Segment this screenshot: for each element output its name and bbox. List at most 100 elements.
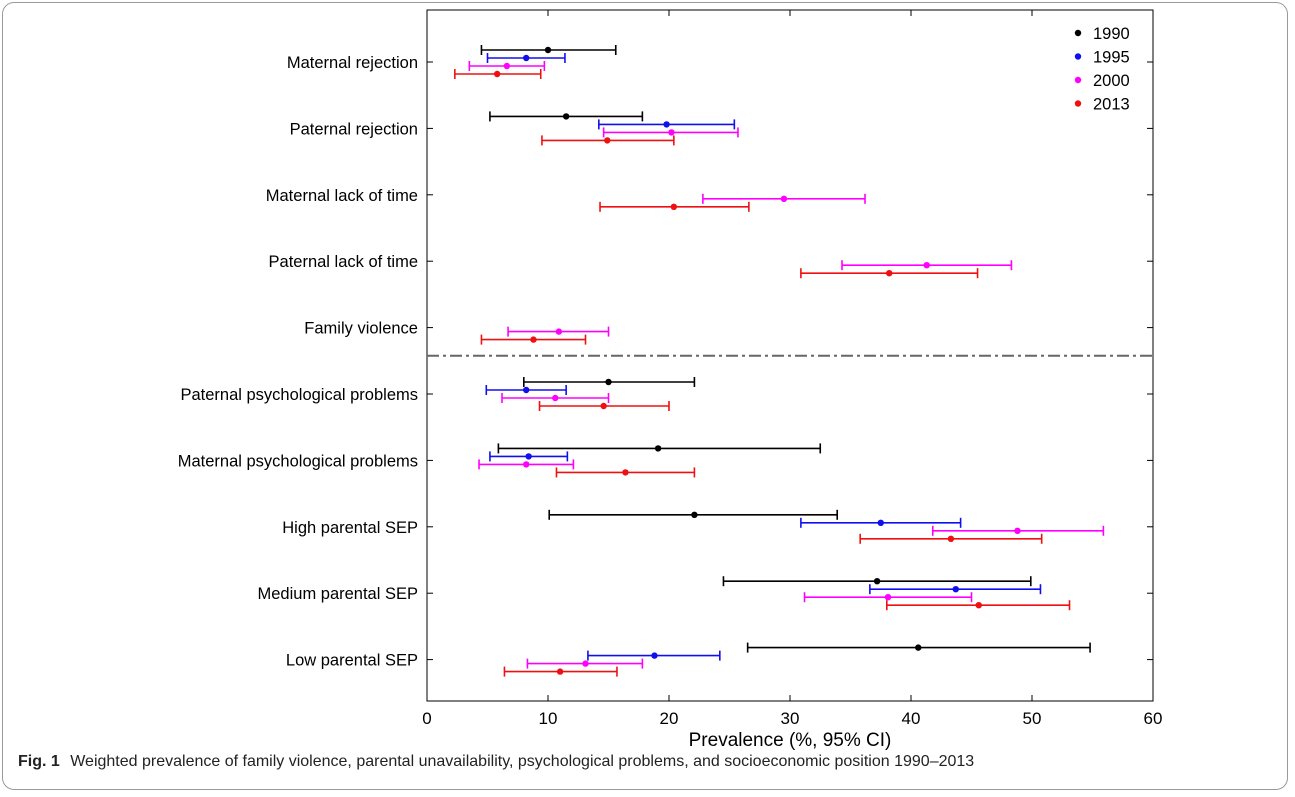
- estimate-dot: [552, 394, 559, 402]
- plot-decorations: Maternal rejection Paternal rejection Mate…: [178, 10, 1163, 728]
- series-2000-point: [526, 658, 644, 669]
- series-1990-point: [480, 45, 617, 55]
- series-2000-point: [501, 393, 610, 403]
- estimate-dot: [886, 270, 893, 277]
- series-1995-point: [486, 53, 566, 63]
- legend-marker-1995: [1074, 53, 1082, 60]
- legend-marker-2013: [1074, 100, 1082, 107]
- caption-text: Weighted prevalence of family violence, …: [70, 753, 975, 770]
- series-1995-point: [587, 650, 721, 661]
- y-tick-label-high-parental-sep: High parental SEP: [282, 519, 418, 537]
- estimate-dot: [530, 336, 537, 343]
- estimate-dot: [503, 62, 511, 70]
- series-1990-point: [746, 642, 1091, 653]
- caption-label: Fig. 1: [18, 753, 60, 770]
- estimate-dot: [582, 660, 589, 667]
- x-tick-label: 50: [1023, 709, 1042, 728]
- estimate-dot: [884, 594, 892, 601]
- legend: 1990 1995 2000 2013: [1074, 25, 1130, 114]
- y-tick-label-maternal-psychological-problems: Maternal psychological problems: [178, 452, 418, 470]
- estimate-dot: [873, 578, 881, 585]
- series-2013-point: [503, 666, 618, 677]
- legend-label-2000: 2000: [1093, 72, 1130, 90]
- estimate-dot: [923, 262, 930, 269]
- series-2000-point: [478, 459, 575, 470]
- estimate-dot: [668, 129, 675, 136]
- x-tick-label: 0: [422, 709, 431, 728]
- legend-label-2013: 2013: [1093, 96, 1130, 114]
- estimate-dot: [493, 70, 501, 78]
- estimate-dot: [523, 386, 530, 394]
- y-tick-label-low-parental-sep: Low parental SEP: [286, 652, 418, 670]
- series-2013-point: [599, 201, 750, 212]
- y-tick-label-medium-parental-sep: Medium parental SEP: [258, 585, 419, 603]
- series-1995-point: [485, 385, 567, 395]
- series-2013-point: [480, 334, 587, 345]
- series-2013-point: [800, 268, 979, 279]
- series-2000-point: [602, 127, 739, 138]
- series-1995-point: [869, 584, 1042, 595]
- estimate-dot: [654, 445, 662, 452]
- series-2013-point: [541, 135, 675, 146]
- estimate-dot: [600, 402, 607, 410]
- y-tick-label-paternal-lack-of-time: Paternal lack of time: [269, 253, 418, 271]
- series-2000-point: [931, 525, 1105, 536]
- forest-plot: Maternal rejection Paternal rejection Mate…: [178, 9, 1163, 750]
- estimate-dot: [947, 535, 955, 542]
- estimate-dot: [556, 668, 564, 675]
- estimate-dot: [670, 203, 678, 210]
- series-2013-point: [859, 533, 1043, 544]
- series-2013-point: [538, 401, 670, 411]
- legend-label-1990: 1990: [1093, 25, 1130, 43]
- x-tick-label: 60: [1144, 709, 1163, 728]
- series-2000-point: [702, 193, 866, 204]
- series-2013-point: [454, 69, 542, 79]
- series-1990-point: [722, 576, 1032, 587]
- series-2000-point: [468, 61, 546, 71]
- y-tick-label-paternal-psychological-problems: Paternal psychological problems: [180, 386, 418, 404]
- legend-label-1995: 1995: [1093, 49, 1130, 67]
- estimate-dot: [604, 137, 611, 144]
- series-1990-point: [497, 443, 822, 454]
- estimate-dot: [523, 54, 530, 62]
- estimate-dot: [877, 519, 884, 526]
- series-2013-point: [885, 600, 1071, 611]
- y-tick-label-paternal-rejection: Paternal rejection: [290, 120, 418, 138]
- series-1995-point: [489, 451, 569, 462]
- estimate-dot: [651, 652, 658, 659]
- series-2013-point: [555, 467, 696, 478]
- x-tick-label: 20: [660, 709, 679, 728]
- estimate-dot: [975, 602, 982, 609]
- estimate-dot: [663, 121, 670, 128]
- estimate-dot: [544, 46, 552, 54]
- estimate-dot: [525, 453, 532, 460]
- estimate-dot: [915, 644, 922, 651]
- x-axis-label: Prevalence (%, 95% CI): [689, 730, 892, 750]
- estimate-dot: [622, 469, 629, 476]
- series-1990-point: [489, 111, 644, 122]
- estimate-dot: [562, 113, 570, 120]
- series-2000-point: [803, 592, 973, 603]
- estimate-dot: [523, 461, 530, 468]
- legend-marker-1990: [1074, 29, 1082, 37]
- x-tick-label: 10: [539, 709, 558, 728]
- estimate-dot: [952, 586, 959, 593]
- estimate-dot: [605, 378, 612, 386]
- y-tick-label-maternal-rejection: Maternal rejection: [287, 54, 418, 72]
- y-tick-label-family-violence: Family violence: [304, 320, 418, 338]
- series-1995-point: [598, 119, 736, 130]
- x-tick-label: 30: [781, 709, 800, 728]
- estimate-dot: [780, 195, 788, 202]
- series-1990-point: [548, 509, 838, 520]
- estimate-dot: [1014, 527, 1021, 534]
- estimate-dot: [691, 511, 698, 518]
- x-tick-label: 40: [902, 709, 921, 728]
- plot-marks: 1990 1995 2000 2013: [454, 25, 1130, 677]
- series-2000-point: [841, 260, 1013, 271]
- y-tick-label-maternal-lack-of-time: Maternal lack of time: [266, 187, 418, 205]
- estimate-dot: [555, 328, 563, 335]
- series-1990-point: [522, 377, 696, 387]
- series-1995-point: [800, 517, 962, 528]
- figure-caption: Fig. 1 Weighted prevalence of family vio…: [18, 753, 1268, 771]
